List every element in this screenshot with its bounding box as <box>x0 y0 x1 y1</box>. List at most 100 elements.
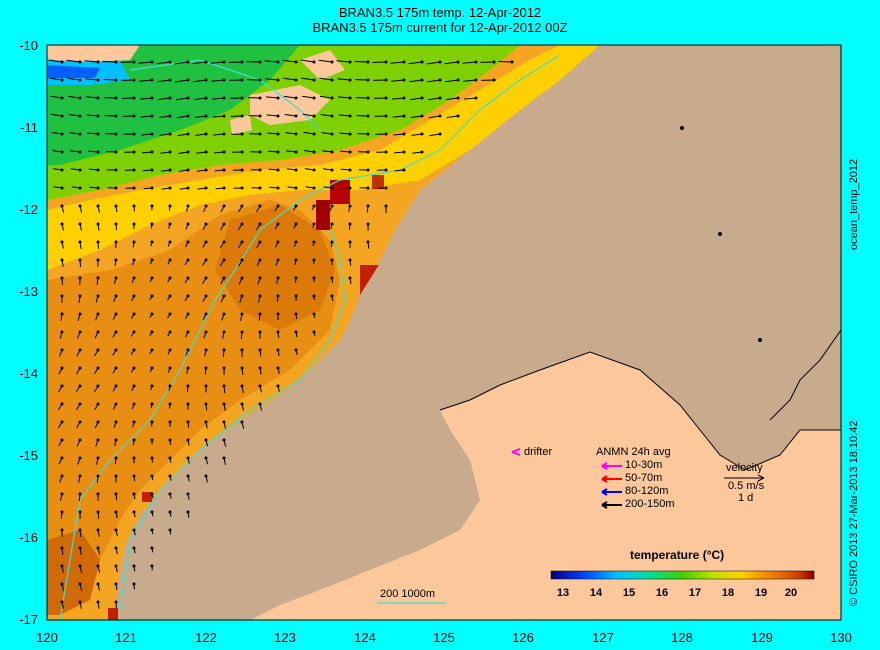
current-vector-origin <box>132 582 136 586</box>
y-tick: -11 <box>20 120 38 135</box>
current-vector-origin <box>114 150 118 154</box>
current-vector-origin <box>312 258 316 262</box>
current-vector-origin <box>96 258 100 262</box>
current-vector-origin <box>168 60 172 64</box>
current-vector-origin <box>186 492 190 496</box>
current-vector-origin <box>330 222 334 226</box>
current-vector-origin <box>258 222 262 226</box>
current-vector-origin <box>222 204 226 208</box>
current-vector-origin <box>222 384 226 388</box>
current-vector-origin <box>312 276 316 280</box>
current-vector-origin <box>330 240 334 244</box>
current-vector <box>141 133 153 136</box>
current-vector-origin <box>96 348 100 352</box>
current-vector <box>214 151 225 154</box>
colorbar-tick: 18 <box>721 587 735 599</box>
current-vector-origin <box>132 402 136 406</box>
current-vector-origin <box>150 492 154 496</box>
current-vector <box>265 78 279 81</box>
x-tick: 126 <box>512 630 534 645</box>
current-vector-origin <box>132 78 136 82</box>
current-vector <box>283 77 297 81</box>
current-vector-origin <box>294 60 298 64</box>
current-vector <box>87 132 99 135</box>
current-vector <box>51 131 63 135</box>
current-vector-origin <box>438 96 442 100</box>
current-vector-origin <box>78 600 82 604</box>
current-vector-origin <box>222 222 226 226</box>
current-vector <box>391 79 405 82</box>
current-vector-origin <box>132 420 136 424</box>
current-vector-origin <box>312 60 316 64</box>
current-vector-origin <box>402 96 406 100</box>
current-vector-origin <box>96 492 100 496</box>
current-vector-origin <box>150 78 154 82</box>
current-vector <box>142 151 153 154</box>
current-vector <box>445 97 459 101</box>
current-vector-origin <box>276 60 280 64</box>
current-vector-origin <box>348 60 352 64</box>
current-vector-origin <box>348 114 352 118</box>
current-vector-origin <box>240 348 244 352</box>
current-vector-origin <box>114 528 118 532</box>
current-vector-origin <box>78 204 82 208</box>
current-vector-origin <box>420 78 424 82</box>
current-vector-origin <box>168 258 172 262</box>
colorbar-tick: 20 <box>784 587 798 599</box>
current-vector-origin <box>150 312 154 316</box>
current-vector <box>48 59 63 63</box>
current-vector <box>142 169 153 172</box>
current-vector-origin <box>114 456 118 460</box>
current-vector-origin <box>402 132 406 136</box>
current-vector-origin <box>366 186 370 190</box>
current-vector-origin <box>78 168 82 172</box>
current-vector-origin <box>474 78 478 82</box>
current-vector-origin <box>60 420 64 424</box>
current-vector-origin <box>222 276 226 280</box>
current-vector-origin <box>204 96 208 100</box>
current-vector <box>70 168 81 171</box>
current-vector-origin <box>168 402 172 406</box>
current-vector-origin <box>222 258 226 262</box>
current-vector <box>391 97 405 100</box>
current-vector-origin <box>240 168 244 172</box>
current-vector-origin <box>276 204 280 208</box>
current-vector-origin <box>132 168 136 172</box>
current-vector-origin <box>168 312 172 316</box>
coastal-land <box>250 352 841 620</box>
current-vector-origin <box>186 456 190 460</box>
current-vector-origin <box>60 348 64 352</box>
current-vector <box>194 115 207 118</box>
current-vector-origin <box>348 132 352 136</box>
current-vector-origin <box>60 204 64 208</box>
anmn-legend-arrows <box>601 462 622 509</box>
current-vector-origin <box>186 96 190 100</box>
current-vector-origin <box>96 528 100 532</box>
current-vector-origin <box>168 420 172 424</box>
current-vector-origin <box>186 348 190 352</box>
current-vector <box>336 60 351 63</box>
current-vector-origin <box>186 78 190 82</box>
current-vector-origin <box>168 330 172 334</box>
current-vector-origin <box>168 240 172 244</box>
y-tick: -13 <box>19 284 38 299</box>
current-vector <box>446 115 459 118</box>
current-vector-origin <box>168 294 172 298</box>
current-vector <box>50 95 63 99</box>
current-vector-origin <box>348 258 352 262</box>
current-vector-origin <box>240 60 244 64</box>
current-vector-origin <box>132 258 136 262</box>
current-vector-origin <box>222 186 226 190</box>
current-vector-origin <box>114 438 118 442</box>
current-vector <box>301 77 315 81</box>
current-vector-origin <box>168 474 172 478</box>
y-tick: -12 <box>19 202 38 217</box>
current-vector <box>284 114 297 117</box>
current-vector-origin <box>204 60 208 64</box>
current-vector-origin <box>78 150 82 154</box>
current-vector-origin <box>150 330 154 334</box>
current-vector-origin <box>240 384 244 388</box>
current-vector-origin <box>204 366 208 370</box>
current-vector-origin <box>348 186 352 190</box>
current-vector-origin <box>204 240 208 244</box>
